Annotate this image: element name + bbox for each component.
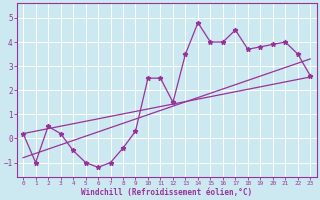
X-axis label: Windchill (Refroidissement éolien,°C): Windchill (Refroidissement éolien,°C) bbox=[81, 188, 252, 197]
